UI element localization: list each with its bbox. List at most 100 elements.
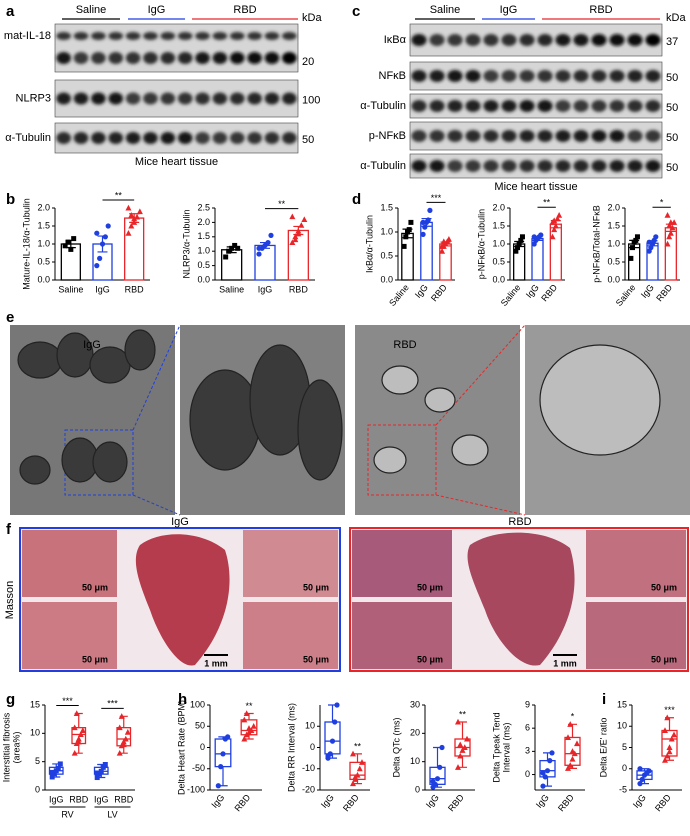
data-point [556,212,563,218]
blot-band [591,100,607,112]
data-point [540,783,546,789]
sig-label: ** [115,190,123,200]
blot-band [195,52,210,64]
bar [549,223,562,281]
blot-band [429,160,445,172]
blot-band [555,70,571,82]
data-point [136,208,143,215]
panel-label: e [6,309,14,326]
zoom-box [64,429,134,496]
data-point [427,207,433,213]
x-tick-label: IgG [631,792,648,810]
y-tick-label: 6 [525,723,530,733]
y-tick-label: 2.0 [37,202,50,212]
data-point [94,230,100,236]
blot-band [91,92,106,105]
blot-band [609,130,625,142]
blot-label: mat-IL-18 [4,30,51,42]
data-point [243,710,250,716]
blot-band [143,32,158,40]
y-tick-label: 0.0 [607,274,620,284]
blot-band [519,130,535,142]
x-tick-label: IgG [319,792,336,810]
x-tick-label: RBD [341,792,361,813]
data-point [325,753,331,759]
panel-label: c [352,3,360,20]
y-tick-label: -50 [192,763,205,773]
y-tick-label: 30 [410,699,420,709]
y-tick-label: -10 [302,763,315,773]
blot-band [108,92,124,105]
sig-label: ** [354,741,362,751]
data-point [440,238,447,245]
masson-inset [22,530,117,597]
data-point [332,719,338,725]
data-point [669,224,676,231]
y-tick-label: 2.0 [492,202,505,212]
blot-band [591,130,607,142]
data-point [102,234,108,240]
data-point [105,223,111,229]
x-tick-label: RBD [653,792,673,813]
mitochondrion [19,455,51,485]
mitochondrion [539,344,661,456]
blot-band [247,52,262,64]
data-point [352,774,359,780]
data-point [457,741,464,748]
x-tick-label: IgG [413,282,430,300]
blot-band [519,34,535,46]
y-tick-label: 10 [410,756,420,766]
blot-band [229,132,245,144]
heart-section [467,532,575,666]
group-label: RV [61,809,73,819]
blot-band [591,70,607,82]
data-point [671,731,677,738]
mitochondrion [381,365,419,395]
blot-band [160,92,176,105]
blot-label: p-NFκB [369,130,406,142]
data-point [229,245,235,251]
blot-band [609,34,625,46]
blot-band [501,100,517,112]
data-point [420,231,426,237]
data-point [131,219,138,225]
data-point [116,749,123,756]
data-point [55,765,61,771]
blot-band [247,92,262,105]
y-axis-label: IκBα/α-Tubulin [364,215,374,273]
blot-band [212,132,228,144]
data-point [666,222,673,229]
sig-label: ** [543,198,551,208]
data-point [653,234,659,240]
y-tick-label: 0 [310,742,315,752]
scale-label: 50 μm [82,654,108,664]
data-point [430,778,436,785]
blot-band [282,132,297,144]
kda-value: 50 [302,134,314,146]
group-label: IgG [171,516,189,528]
blot-band [573,34,589,46]
blot-band [609,100,625,112]
blot-band [537,70,553,82]
mitochondrion [189,369,261,471]
blot-band [195,132,210,144]
data-point [334,702,340,708]
data-point [516,241,522,247]
blot-band [91,132,106,144]
blot-band [429,34,445,46]
bar [221,249,243,281]
kda-unit: kDa [666,12,686,24]
y-axis-label: p-NFκB/α-Tubulin [476,209,486,279]
data-point [295,227,302,234]
data-point [329,738,336,744]
group-label: RBD [589,4,612,16]
data-point [350,780,356,787]
data-point [256,251,262,257]
scale-label: 50 μm [417,582,443,592]
data-point [57,761,63,767]
data-point [71,236,77,242]
y-axis-label: NLRP3/α-Tubulin [181,210,191,279]
bar [124,217,145,281]
blot-band [91,32,106,40]
x-tick-label: RBD [539,282,559,303]
